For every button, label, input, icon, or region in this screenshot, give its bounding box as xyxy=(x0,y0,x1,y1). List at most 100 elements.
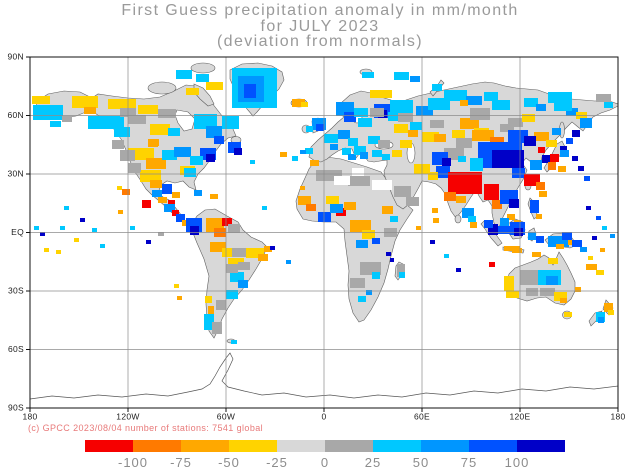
x-axis-tick-label: 180 xyxy=(610,412,625,422)
colorbar-tick-label: 100 xyxy=(505,455,530,470)
anomaly-cell xyxy=(72,96,98,108)
anomaly-cell xyxy=(436,166,450,178)
anomaly-cell xyxy=(316,124,324,131)
anomaly-cell xyxy=(388,112,400,121)
anomaly-cell xyxy=(430,240,435,244)
anomaly-cell xyxy=(360,152,368,159)
anomaly-cell xyxy=(250,160,255,164)
anomaly-cell xyxy=(460,100,468,106)
anomaly-cell xyxy=(408,130,418,137)
anomaly-cell xyxy=(392,150,402,157)
figure-title-line3: (deviation from normals) xyxy=(217,33,423,50)
x-axis-tick-label: 180 xyxy=(22,412,37,422)
anomaly-cell xyxy=(400,140,412,148)
anomaly-cell xyxy=(190,156,203,165)
anomaly-cell xyxy=(222,218,232,226)
anomaly-cell xyxy=(432,208,438,213)
anomaly-cell xyxy=(507,214,515,220)
anomaly-cell xyxy=(354,108,368,117)
anomaly-cell xyxy=(506,291,519,298)
anomaly-cell xyxy=(204,314,214,330)
anomaly-cell xyxy=(596,216,601,220)
x-axis-tick-label: 60E xyxy=(414,412,430,422)
anomaly-cell xyxy=(366,290,372,295)
x-axis-tick-label: 0 xyxy=(321,412,326,422)
anomaly-cell xyxy=(566,138,573,144)
anomaly-cell xyxy=(488,224,498,235)
anomaly-cell xyxy=(262,206,267,210)
anomaly-cell xyxy=(586,264,597,270)
anomaly-cell xyxy=(222,116,239,129)
anomaly-cell xyxy=(44,248,49,252)
anomaly-cell xyxy=(158,232,164,236)
anomaly-cell xyxy=(390,100,413,113)
anomaly-cell xyxy=(466,96,482,105)
anomaly-cell xyxy=(146,240,151,244)
x-axis-tick-label: 120E xyxy=(509,412,530,422)
anomaly-cell xyxy=(140,172,158,182)
anomaly-cell xyxy=(174,147,191,157)
anomaly-cell xyxy=(548,258,558,264)
anomaly-cell xyxy=(498,226,510,234)
anomaly-cell xyxy=(572,130,580,137)
anomaly-cell xyxy=(548,92,572,103)
anomaly-cell xyxy=(372,180,392,190)
anomaly-cell xyxy=(540,288,555,296)
anomaly-cell xyxy=(228,258,244,267)
anomaly-cell xyxy=(112,140,124,149)
anomaly-cell xyxy=(370,90,392,98)
anomaly-cell xyxy=(394,72,409,80)
colorbar-segment xyxy=(277,440,325,452)
anomaly-cell xyxy=(56,250,61,254)
anomaly-cell xyxy=(522,114,535,122)
anomaly-cell xyxy=(382,206,393,214)
anomaly-cell xyxy=(433,218,439,223)
anomaly-cell xyxy=(352,168,364,176)
anomaly-cell xyxy=(196,74,209,82)
anomaly-cell xyxy=(434,134,446,142)
anomaly-cell xyxy=(234,148,242,155)
anomaly-cell xyxy=(508,130,528,143)
colorbar-tick-label: -25 xyxy=(266,455,288,470)
anomaly-cell xyxy=(562,232,572,240)
anomaly-cell xyxy=(150,180,162,188)
anomaly-cell xyxy=(536,236,544,243)
anomaly-cell xyxy=(416,226,421,230)
anomaly-cell xyxy=(231,340,237,344)
anomaly-cell xyxy=(470,222,477,228)
colorbar-segment xyxy=(373,440,421,452)
anomaly-cell xyxy=(394,186,411,197)
anomaly-cell xyxy=(368,136,380,144)
anomaly-cell xyxy=(596,94,611,102)
anomaly-cell xyxy=(504,276,514,291)
anomaly-cell xyxy=(344,202,356,210)
anomaly-cell xyxy=(456,138,472,148)
anomaly-cell xyxy=(206,126,222,138)
anomaly-cell xyxy=(216,300,226,310)
anomaly-cell xyxy=(548,162,556,170)
anomaly-cell xyxy=(596,270,604,275)
anomaly-cell xyxy=(158,109,176,118)
anomaly-cell xyxy=(286,260,291,264)
anomaly-cell xyxy=(428,172,438,180)
y-axis-tick-label: 30N xyxy=(8,169,25,179)
anomaly-cell xyxy=(575,287,581,292)
anomaly-cell xyxy=(520,270,538,285)
anomaly-cell xyxy=(298,196,311,205)
anomaly-cell xyxy=(554,100,572,111)
anomaly-cell xyxy=(184,168,196,177)
anomaly-cell xyxy=(539,191,547,197)
anomaly-cell xyxy=(130,226,135,230)
anomaly-cell xyxy=(354,146,366,155)
anomaly-cell xyxy=(80,218,85,222)
anomaly-cell xyxy=(524,98,538,107)
anomaly-cell xyxy=(238,262,250,270)
anomaly-cell xyxy=(530,200,539,213)
anomaly-cell xyxy=(370,108,384,117)
anomaly-cell xyxy=(210,242,226,252)
anomaly-cell xyxy=(226,290,238,299)
anomaly-cell xyxy=(484,184,499,200)
anomaly-cell xyxy=(334,176,350,185)
anomaly-cell xyxy=(177,296,182,300)
anomaly-cell xyxy=(330,204,343,213)
